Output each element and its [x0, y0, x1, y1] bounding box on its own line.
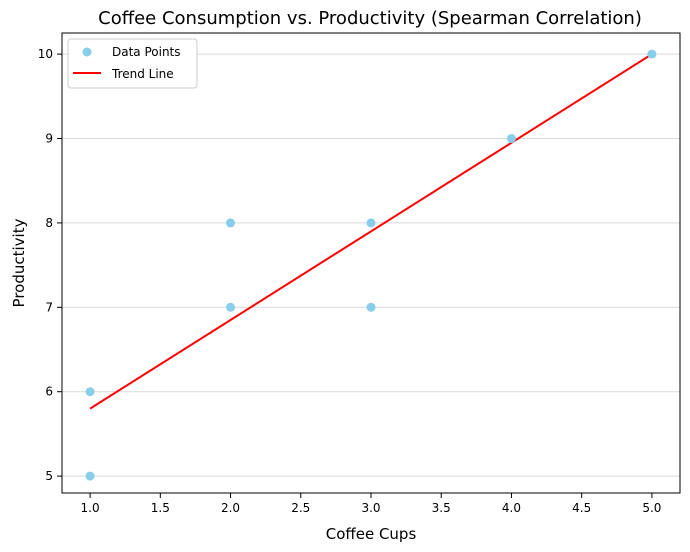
- y-tick-label: 7: [45, 300, 53, 314]
- x-tick-label: 5.0: [642, 501, 661, 515]
- legend: Data Points Trend Line: [67, 38, 198, 89]
- legend-box: [67, 38, 198, 89]
- y-tick-label: 6: [45, 385, 53, 399]
- y-axis-title: Productivity: [10, 218, 28, 307]
- data-point: [85, 471, 95, 481]
- y-axis-ticks: 5 6 7 8 9 10: [38, 47, 62, 483]
- data-point: [226, 218, 236, 228]
- trend-layer: [89, 53, 653, 410]
- chart-title: Coffee Consumption vs. Productivity (Spe…: [98, 8, 642, 29]
- x-tick-label: 4.0: [502, 501, 521, 515]
- x-tick-label: 1.0: [81, 501, 100, 515]
- trend-line: [89, 53, 653, 410]
- x-tick-label: 3.5: [432, 501, 451, 515]
- x-tick-label: 1.5: [151, 501, 170, 515]
- x-tick-label: 4.5: [572, 501, 591, 515]
- legend-label-data-points: Data Points: [112, 45, 181, 59]
- data-point: [366, 302, 376, 312]
- y-tick-label: 10: [38, 47, 53, 61]
- x-axis-title: Coffee Cups: [326, 525, 417, 543]
- legend-label-trend-line: Trend Line: [111, 67, 174, 81]
- points-layer: [85, 49, 657, 481]
- legend-marker-data-points: [82, 47, 92, 57]
- data-point: [506, 134, 516, 144]
- data-point: [226, 302, 236, 312]
- x-tick-label: 3.0: [361, 501, 380, 515]
- data-point: [647, 49, 657, 59]
- y-tick-label: 9: [45, 132, 53, 146]
- y-tick-label: 5: [45, 469, 53, 483]
- data-point: [85, 387, 95, 397]
- x-tick-label: 2.5: [291, 501, 310, 515]
- data-point: [366, 218, 376, 228]
- x-axis-ticks: 1.0 1.5 2.0 2.5 3.0 3.5 4.0 4.5 5.0: [81, 493, 661, 515]
- x-tick-label: 2.0: [221, 501, 240, 515]
- y-tick-label: 8: [45, 216, 53, 230]
